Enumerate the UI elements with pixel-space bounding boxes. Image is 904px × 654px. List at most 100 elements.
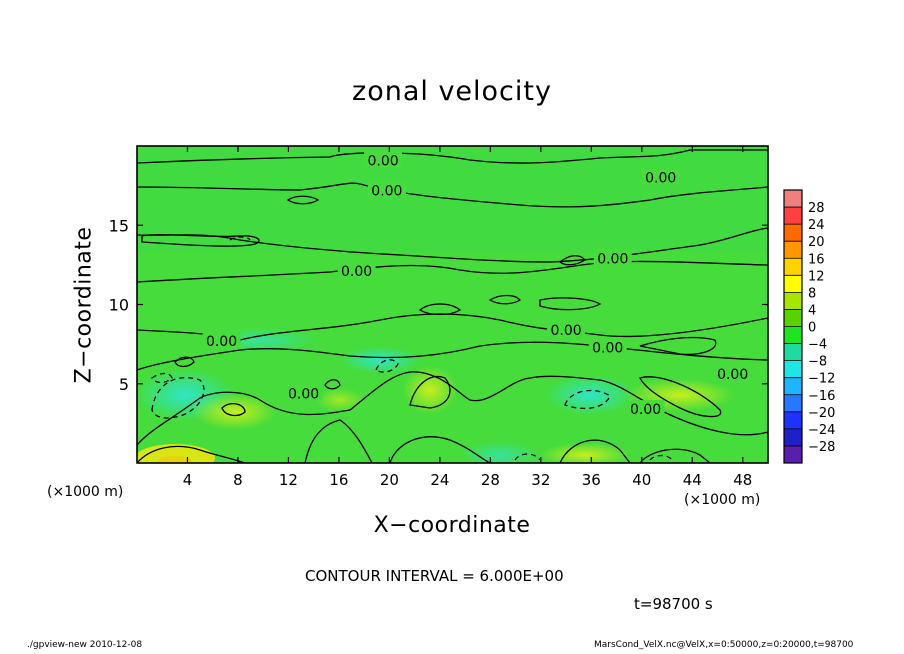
contour-line: [137, 182, 768, 208]
colorbar-swatch: [784, 241, 802, 259]
colorbar-label: 28: [808, 201, 825, 216]
heatmap-field: [137, 146, 768, 463]
contour-label: 0.00: [371, 183, 402, 199]
colorbar-swatch: [784, 258, 802, 276]
cyan-anomaly: [340, 346, 420, 374]
contour-labels: 0.00 0.00 0.00 0.00 0.00 0.00 0.00 0.00 0.00 0.00…: [202, 151, 752, 418]
contour-label-bg: [626, 400, 665, 417]
contour-label-bg: [364, 151, 403, 168]
contour-label: 0.00: [630, 402, 661, 418]
y-tick-label: 5: [119, 375, 129, 394]
x-tick-label: 4: [183, 471, 193, 489]
contour-line: [141, 233, 260, 247]
colorbar-swatch: [784, 292, 802, 310]
contour-label: 0.00: [368, 153, 399, 169]
contour-interval-note: CONTOUR INTERVAL = 6.000E+00: [305, 567, 564, 585]
contour-label: 0.00: [592, 340, 623, 356]
colorbar-swatch: [784, 445, 802, 464]
contour-label-bg: [588, 338, 627, 355]
colorbar-label: −8: [808, 355, 827, 370]
contour-line: [286, 195, 320, 205]
colorbar-swatch: [784, 411, 802, 430]
contour-line-negative: [564, 389, 611, 410]
contour-label: 0.00: [288, 386, 319, 402]
contour-label-bg: [547, 320, 586, 337]
contour-line: [539, 297, 602, 311]
colorbar-label: −16: [808, 389, 835, 404]
x-tick-label: 44: [683, 471, 702, 489]
contour-label-bg: [713, 365, 752, 382]
contour-line: [409, 375, 451, 409]
colorbar-swatch: [784, 360, 802, 379]
colorbar-label: 24: [808, 218, 825, 233]
contour-line: [137, 341, 768, 371]
contour-line: [559, 439, 631, 463]
colorbar-label: 16: [808, 252, 825, 267]
x-tick-label: 28: [481, 471, 500, 489]
contour-label: 0.00: [206, 334, 237, 350]
contour-label-bg: [367, 181, 406, 198]
contour-label: 0.00: [550, 323, 581, 339]
colorbar-swatch: [784, 428, 802, 447]
contour-line: [137, 445, 246, 463]
contour-line: [418, 303, 462, 316]
cyan-anomaly: [460, 441, 540, 463]
y-tick-label: 15: [109, 216, 129, 235]
colorbar-label: −24: [808, 423, 835, 438]
x-tick-label: 32: [531, 471, 550, 489]
x-tick-label: 40: [632, 471, 651, 489]
x-tick-label: 12: [279, 471, 298, 489]
x-tick-label: 20: [380, 471, 399, 489]
contour-line: [389, 436, 491, 463]
contour-line: [324, 379, 341, 390]
colorbar-label: 0: [808, 321, 816, 336]
contour-line-negative: [151, 377, 205, 419]
contour-label: 0.00: [645, 171, 676, 187]
contour-label: 0.00: [597, 252, 628, 268]
x-axis-label: X−coordinate: [373, 513, 531, 538]
colorbar-label: −20: [808, 406, 835, 421]
contour-line-negative: [649, 454, 673, 461]
contour-line-negative: [151, 372, 173, 384]
cyan-anomaly: [545, 375, 635, 415]
yellow-anomaly: [157, 456, 193, 463]
y-tick-label: 10: [109, 296, 129, 315]
colorbar-swatch: [784, 394, 802, 413]
x-axis-ticks: 4 8 12 16 20 24 28 32 36 40 44 48: [183, 146, 752, 489]
colorbar-swatch: [784, 309, 802, 327]
contour-line: [137, 371, 768, 446]
contour-line: [488, 294, 521, 305]
colorbar-swatch: [784, 343, 802, 362]
time-note: t=98700 s: [634, 595, 713, 613]
colorbar-swatch: [784, 207, 802, 225]
yellow-anomaly: [193, 394, 277, 430]
contour-label-bg: [284, 384, 323, 401]
x-tick-label: 48: [733, 471, 752, 489]
contour-line: [137, 260, 768, 283]
contour-line: [221, 402, 246, 417]
contour-line: [639, 336, 717, 356]
colorbar-label: −4: [808, 338, 827, 353]
footer-program-info: ./gpview-new 2010-12-08: [27, 640, 143, 650]
y-axis-label: Z−coordinate: [71, 226, 97, 384]
contour-line-negative: [375, 359, 399, 373]
colorbar-label: 20: [808, 235, 825, 250]
contour-line: [174, 356, 195, 368]
colorbar-swatch: [784, 377, 802, 396]
colorbar-swatch: [784, 190, 802, 208]
colorbar-label: −28: [808, 440, 835, 455]
contour-label-bg: [337, 262, 376, 279]
colorbar-label: −12: [808, 372, 835, 387]
contour-label-bg: [593, 249, 632, 266]
contour-line-negative: [514, 453, 541, 461]
colorbar-label: 8: [808, 286, 816, 301]
yellow-anomaly: [315, 388, 365, 412]
contour-label-bg: [202, 331, 241, 348]
x-tick-label: 16: [329, 471, 348, 489]
footer-data-source: MarsCond_VelX.nc@VelX,x=0:50000,z=0:2000…: [594, 640, 854, 650]
colorbar: 28 24 20 16 12 8 4 0 −4 −8 −12 −16 −20 −24 −28: [783, 189, 835, 464]
y-axis-unit-label: (×1000 m): [47, 484, 124, 500]
chart-title: zonal velocity: [352, 76, 552, 107]
x-tick-label: 36: [582, 471, 601, 489]
